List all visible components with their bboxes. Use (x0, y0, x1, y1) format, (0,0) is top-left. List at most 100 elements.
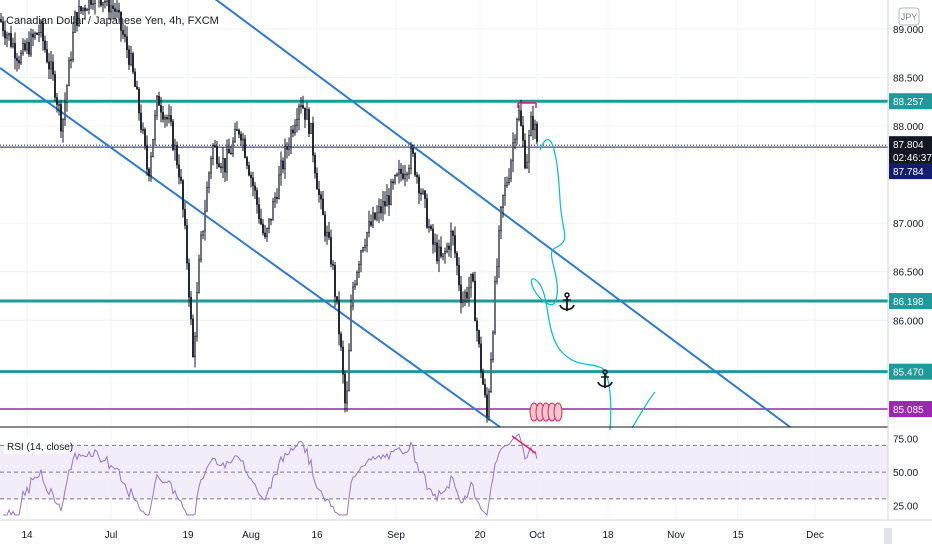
candle (28, 41, 30, 55)
anchor-icon[interactable] (559, 292, 575, 311)
candle (150, 156, 152, 177)
candle (10, 33, 12, 47)
time-tick-label: Nov (667, 530, 685, 541)
high-marker[interactable] (517, 102, 537, 108)
candle (138, 88, 140, 114)
trendline-1[interactable] (210, 0, 791, 428)
candle (502, 194, 504, 208)
candle (14, 43, 16, 59)
roll-coil (553, 402, 563, 422)
time-tick-label: Dec (806, 530, 824, 541)
candle (206, 187, 208, 212)
candle (182, 180, 184, 210)
candle (390, 181, 392, 205)
candle (84, 7, 86, 11)
anchor-icon[interactable] (597, 369, 613, 388)
candle (302, 105, 304, 109)
levels-layer (0, 99, 888, 410)
candle (166, 117, 168, 120)
candle (480, 343, 482, 373)
candle (272, 201, 274, 221)
candle (394, 175, 396, 183)
candle (110, 5, 112, 13)
trendline-0[interactable] (0, 67, 501, 428)
candle (104, 0, 106, 3)
candle (76, 12, 78, 26)
candle (132, 53, 134, 73)
candle (18, 60, 20, 64)
candle (320, 194, 322, 200)
anchor-arms (597, 381, 613, 388)
candle (482, 371, 484, 385)
candle (452, 231, 454, 236)
candle (412, 148, 414, 154)
candle (442, 253, 444, 257)
candle (62, 118, 64, 132)
candle (506, 182, 508, 186)
candle (68, 59, 70, 87)
projection-path-end[interactable] (631, 391, 656, 429)
time-tick-label: Sep (387, 530, 405, 541)
candle (128, 49, 130, 65)
projection-path[interactable] (530, 139, 612, 431)
candle (330, 237, 332, 265)
candle (346, 390, 348, 404)
candle (34, 32, 36, 38)
candle (446, 245, 448, 252)
candle (86, 9, 88, 11)
candle (422, 190, 424, 194)
candle (2, 21, 4, 31)
candle (440, 246, 442, 257)
candle (250, 174, 252, 179)
candle (520, 110, 522, 126)
tp-roll-icon[interactable] (529, 402, 563, 422)
candle (486, 394, 488, 417)
time-tick-label: Oct (529, 530, 545, 541)
currency-badge[interactable] (898, 7, 920, 26)
axis-scale-handle[interactable] (884, 528, 892, 544)
candle (258, 204, 260, 220)
price-axis[interactable]: 89.000 88.500 88.000 87.000 86.500 86.000 75.0… (893, 25, 924, 513)
time-tick-label: 19 (182, 530, 194, 541)
countdown-tag: 02:46:37 (893, 153, 932, 164)
candle (354, 283, 356, 288)
candle (382, 201, 384, 214)
rsi-line (3, 433, 538, 517)
candle (436, 242, 438, 262)
candle (226, 148, 228, 173)
candle (314, 154, 316, 174)
anchor-arms (559, 304, 575, 311)
candle (414, 153, 416, 176)
candle (198, 259, 200, 293)
candle (210, 158, 212, 174)
candle (148, 168, 150, 177)
candle (304, 107, 306, 120)
candle (44, 40, 46, 50)
candle (318, 188, 320, 195)
candle (246, 157, 248, 166)
candle (40, 22, 42, 33)
candle (168, 115, 170, 120)
candle (174, 145, 176, 150)
candle (276, 197, 278, 199)
candle (408, 167, 410, 175)
candle (172, 121, 174, 150)
candle (66, 85, 68, 103)
candle (52, 61, 54, 75)
candle (514, 138, 516, 144)
candle (328, 231, 330, 238)
candle (140, 112, 142, 130)
candle (534, 123, 536, 131)
candle (212, 145, 214, 159)
candle (470, 273, 472, 289)
candle (322, 198, 324, 216)
time-axis[interactable]: 14 Jul 19 Aug 16 Sep 20 Oct 18 Nov 15 Dec (21, 530, 823, 541)
candle (238, 129, 240, 135)
candle (294, 124, 296, 134)
price-tick-label: 89.000 (893, 25, 924, 36)
candle (92, 3, 94, 6)
candle (384, 201, 386, 207)
candle (54, 73, 56, 98)
candle (420, 192, 422, 195)
